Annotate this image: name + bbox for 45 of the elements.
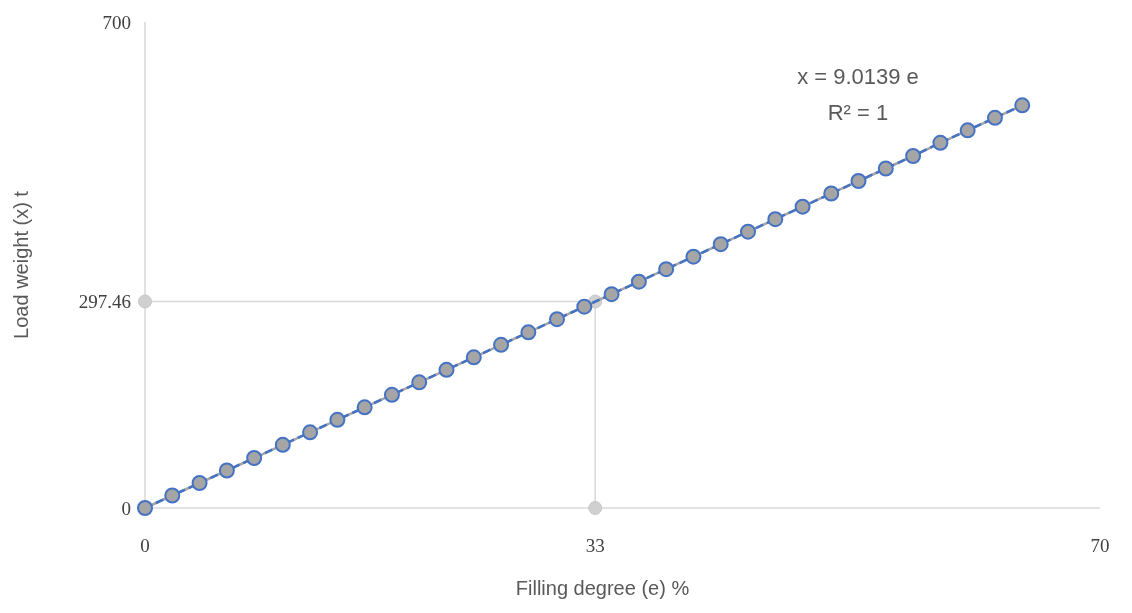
point: [850, 172, 867, 189]
point: [520, 324, 537, 341]
point: [302, 424, 319, 441]
x-tick-label: 0: [140, 535, 150, 556]
point: [246, 450, 263, 467]
point: [383, 386, 400, 403]
point: [138, 294, 152, 309]
point: [465, 349, 482, 366]
point: [576, 298, 593, 315]
point: [1014, 97, 1031, 114]
point: [986, 109, 1003, 126]
y-axis-title: Load weight (x) t: [10, 190, 32, 339]
point: [164, 487, 181, 504]
y-tick-label: 700: [102, 11, 131, 33]
x-tick-label: 70: [1090, 535, 1110, 556]
point: [329, 411, 346, 428]
point: [685, 248, 702, 265]
point: [603, 286, 620, 303]
x-tick-label: 33: [585, 535, 605, 556]
x-axis-title: Filling degree (e) %: [515, 577, 690, 599]
point: [588, 501, 603, 515]
point: [356, 399, 373, 416]
point: [740, 223, 757, 240]
point: [274, 436, 291, 453]
point: [658, 261, 675, 278]
point: [218, 462, 235, 479]
y-tick-label: 297.46: [78, 291, 131, 313]
point: [191, 475, 208, 492]
point: [959, 122, 976, 139]
point: [794, 198, 811, 215]
point: [549, 311, 566, 328]
y-tick-label: 0: [121, 497, 131, 519]
point: [438, 361, 455, 378]
point: [767, 211, 784, 228]
point: [137, 500, 153, 516]
point: [932, 134, 949, 151]
annotation: R² = 1: [827, 100, 889, 125]
point: [823, 185, 840, 202]
point: [411, 374, 428, 391]
point: [712, 236, 729, 253]
point: [877, 160, 894, 177]
point: [493, 336, 510, 353]
point: [905, 148, 922, 164]
point: [630, 273, 647, 290]
annotation: x = 9.0139 e: [797, 64, 919, 89]
